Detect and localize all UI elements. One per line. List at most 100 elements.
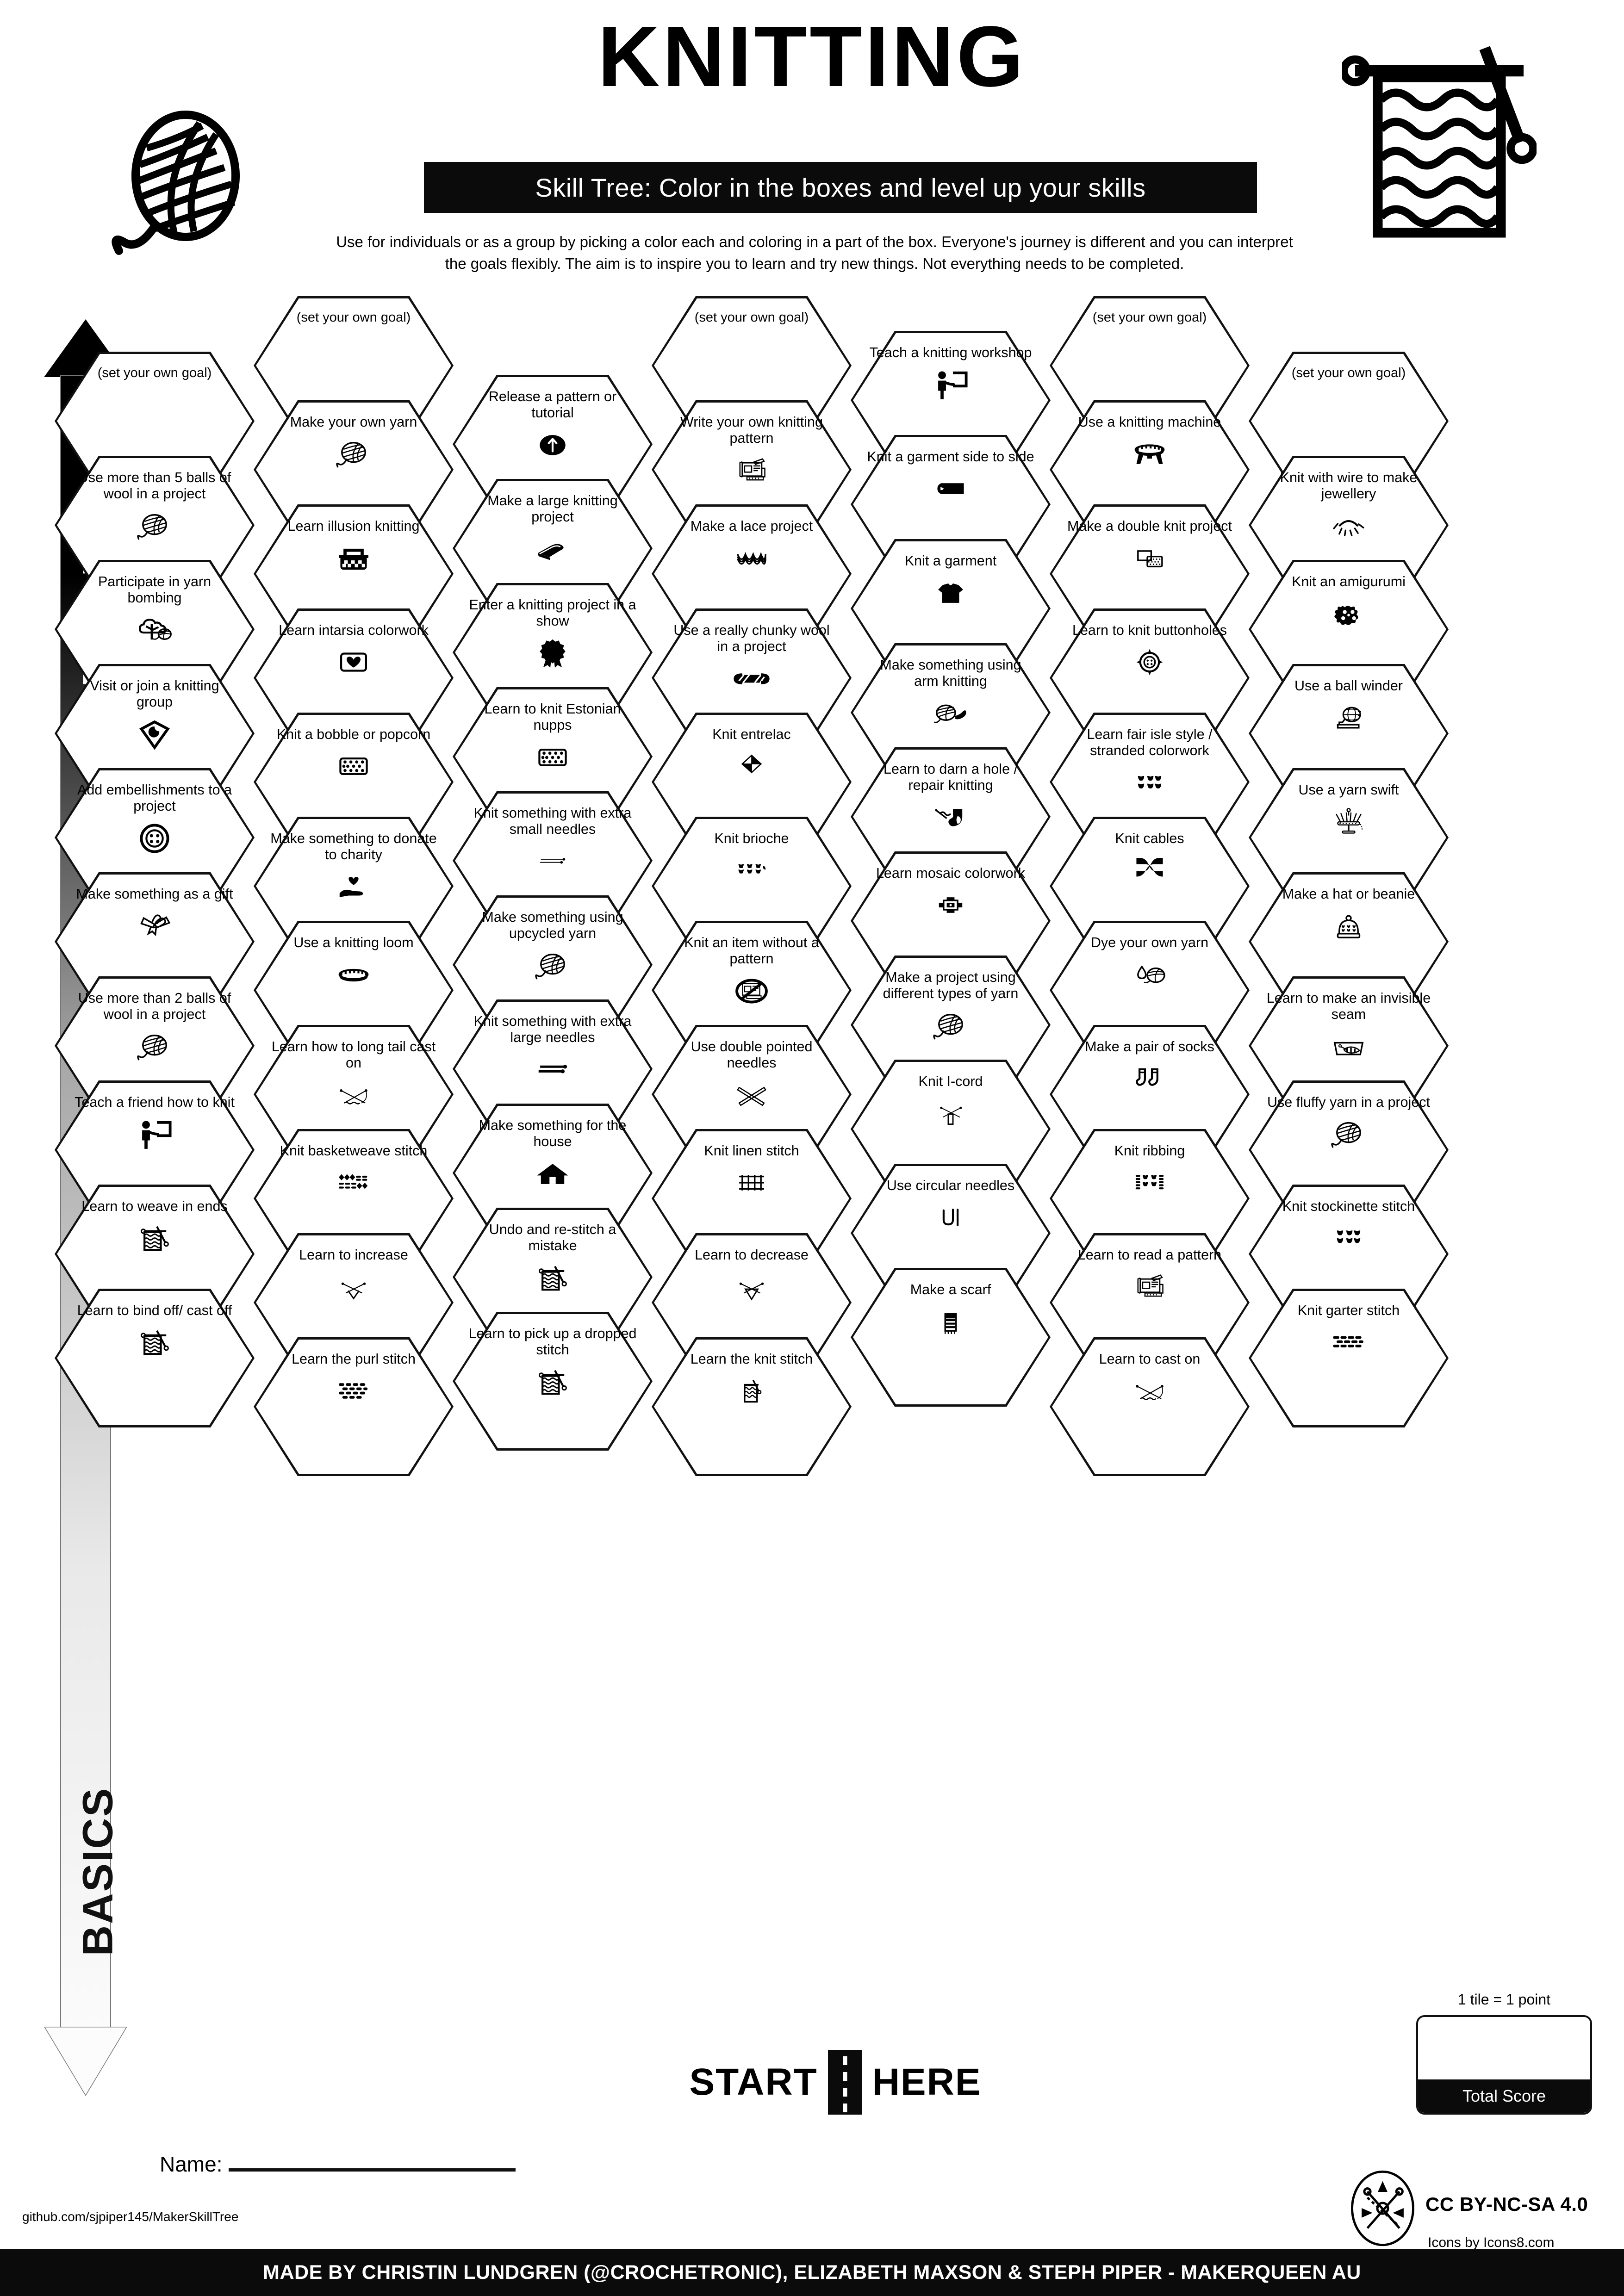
skill-tile[interactable]: Use a yarn swift	[1249, 768, 1449, 907]
name-label: Name:	[160, 2152, 223, 2176]
skill-tile[interactable]: Knit something with extra small needles	[453, 791, 653, 930]
total-score-label: Total Score	[1418, 2079, 1590, 2113]
skill-tile-label: Dye your own yarn	[1090, 935, 1209, 950]
skill-tile-label: Knit something with extra large needles	[473, 1013, 632, 1046]
skill-tile[interactable]: Release a pattern or tutorial	[453, 375, 653, 514]
skill-tile-label: Make a lace project	[690, 518, 813, 534]
name-write-line[interactable]	[229, 2168, 516, 2172]
knit-needle-swatch-icon	[533, 1259, 572, 1297]
skill-tile-label: Knit garter stitch	[1297, 1303, 1400, 1318]
skill-tile-label: Learn illusion knitting	[287, 518, 420, 534]
start-label: START	[689, 2061, 818, 2103]
skill-tile-label: Knit stockinette stitch	[1282, 1198, 1415, 1214]
skill-tile[interactable]: Learn to pick up a dropped stitch	[453, 1312, 653, 1451]
skill-tile-label: Use a really chunky wool in a project	[673, 622, 830, 655]
road-icon	[828, 2050, 862, 2115]
ribbing-icon	[1130, 1163, 1169, 1202]
folded-blanket-icon	[533, 530, 572, 569]
skill-tile-label: Make a pair of socks	[1085, 1039, 1214, 1055]
skill-tile[interactable]: Learn mosaic colorwork	[851, 851, 1051, 990]
skill-tile[interactable]: Learn the knit stitch	[652, 1337, 852, 1476]
no-pattern-icon	[732, 972, 771, 1011]
small-needles-icon	[533, 842, 572, 881]
yarn-ball-icon	[334, 434, 373, 473]
skill-tile-label: Knit basketweave stitch	[280, 1143, 428, 1159]
skill-tile[interactable]: Learn the purl stitch	[254, 1337, 454, 1476]
skill-tile-label: Knit a bobble or popcorn	[276, 726, 431, 742]
loom-icon	[334, 955, 373, 994]
skill-tile-label: Participate in yarn bombing	[98, 574, 212, 606]
skill-tile-label: Enter a knitting project in a show	[469, 597, 636, 629]
github-link[interactable]: github.com/sjpiper145/MakerSkillTree	[22, 2209, 239, 2224]
skill-tile[interactable]: Learn to bind off/ cast off	[55, 1289, 255, 1427]
dots-panel-icon	[533, 738, 572, 777]
skill-tile-label: Learn to cast on	[1099, 1351, 1201, 1367]
yarn-ball-icon	[533, 946, 572, 985]
cable-icon	[1130, 851, 1169, 890]
skill-tree-grid: (set your own goal) Use more than 5 balls…	[0, 296, 1624, 2073]
double-knit-icon	[1130, 539, 1169, 577]
start-here-marker: START HERE	[660, 2050, 1011, 2115]
skill-tile-label: Make your own yarn	[290, 414, 417, 430]
skill-tile[interactable]: Learn to cast on	[1050, 1337, 1250, 1476]
icord-icon	[931, 1094, 970, 1133]
footer-bar: MADE BY CHRISTIN LUNDGREN (@CROCHETRONIC…	[0, 2249, 1624, 2296]
pattern-doc-icon	[1130, 1267, 1169, 1306]
skill-tile-label: Learn to weave in ends	[81, 1198, 228, 1214]
skill-tile-label: Write your own knitting pattern	[680, 414, 823, 447]
skill-tile-label: Use circular needles	[886, 1178, 1015, 1193]
skill-tile[interactable]: Knit a garment side to side	[851, 435, 1051, 574]
skill-tile-label: Use fluffy yarn in a project	[1267, 1094, 1431, 1110]
location-pin-icon	[135, 715, 174, 754]
total-score-widget[interactable]: 1 tile = 1 point Total Score	[1416, 1991, 1592, 2115]
knit-needle-swatch-icon	[533, 1363, 572, 1402]
skill-tile[interactable]: Make something using arm knitting	[851, 643, 1051, 782]
skill-tile-label: Learn to pick up a dropped stitch	[468, 1326, 637, 1358]
knitting-needles-logo-icon	[1339, 42, 1537, 273]
page-title: KNITTING	[597, 9, 1027, 105]
skill-tile-label: (set your own goal)	[694, 310, 809, 325]
skill-tile-label: Use a yarn swift	[1298, 782, 1399, 798]
skill-tile-label: Learn to knit Estonian nupps	[484, 701, 621, 733]
hexagon-outline	[652, 1337, 852, 1476]
hexagon-outline	[1249, 1289, 1449, 1427]
skill-tile-label: Knit an amigurumi	[1292, 574, 1406, 590]
skill-tile-label: Learn to knit buttonholes	[1072, 622, 1227, 638]
score-note: 1 tile = 1 point	[1457, 1991, 1551, 2008]
score-input-box[interactable]: Total Score	[1416, 2015, 1592, 2115]
knit-machine-icon	[1130, 434, 1169, 473]
name-field[interactable]: Name:	[160, 2152, 516, 2177]
yarn-ball-icon	[135, 1027, 174, 1066]
skill-tile-label: Make something using upcycled yarn	[482, 909, 623, 942]
skill-tile-label: Knit an item without a pattern	[684, 935, 819, 967]
dpn-cross-icon	[732, 1076, 771, 1115]
skill-tile-label: Knit a garment side to side	[867, 449, 1034, 465]
footer-credits: MADE BY CHRISTIN LUNDGREN (@CROCHETRONIC…	[263, 2261, 1361, 2284]
skill-tile-label: Learn fair isle style / stranded colorwo…	[1087, 726, 1213, 759]
socks-icon	[1130, 1059, 1169, 1098]
skill-tile[interactable]: Knit something with extra large needles	[453, 999, 653, 1138]
skill-tile[interactable]: Make a scarf	[851, 1268, 1051, 1407]
sleeve-icon	[931, 469, 970, 508]
skill-tile-label: Learn to decrease	[695, 1247, 809, 1263]
skill-tile-label: Learn how to long tail cast on	[271, 1039, 436, 1071]
house-icon	[533, 1154, 572, 1193]
heart-card-icon	[334, 643, 373, 682]
stockinette-icon	[1329, 1219, 1368, 1258]
buttonhole-icon	[1130, 643, 1169, 682]
large-needles-icon	[533, 1050, 572, 1089]
subtitle-banner: Skill Tree: Color in the boxes and level…	[424, 162, 1257, 213]
skill-tile[interactable]: Learn how to long tail cast on	[254, 1025, 454, 1164]
skill-tile[interactable]: Knit garter stitch	[1249, 1289, 1449, 1427]
mosaic-icon	[931, 886, 970, 925]
skill-tile-label: Release a pattern or tutorial	[488, 389, 617, 421]
skill-tile-label: Make something using arm knitting	[880, 657, 1021, 689]
skill-tile[interactable]: Make something to donate to charity	[254, 817, 454, 956]
skill-tile-label: Make something as a gift	[76, 886, 233, 902]
dots-panel-icon	[334, 747, 373, 786]
skill-tile[interactable]: Learn to knit Estonian nupps	[453, 687, 653, 826]
icons-credit: Icons by Icons8.com	[1428, 2235, 1555, 2250]
skill-tile-label: (set your own goal)	[296, 310, 411, 325]
skill-tile-label: Visit or join a knitting group	[90, 678, 219, 710]
skill-tile-label: Learn the knit stitch	[690, 1351, 813, 1367]
